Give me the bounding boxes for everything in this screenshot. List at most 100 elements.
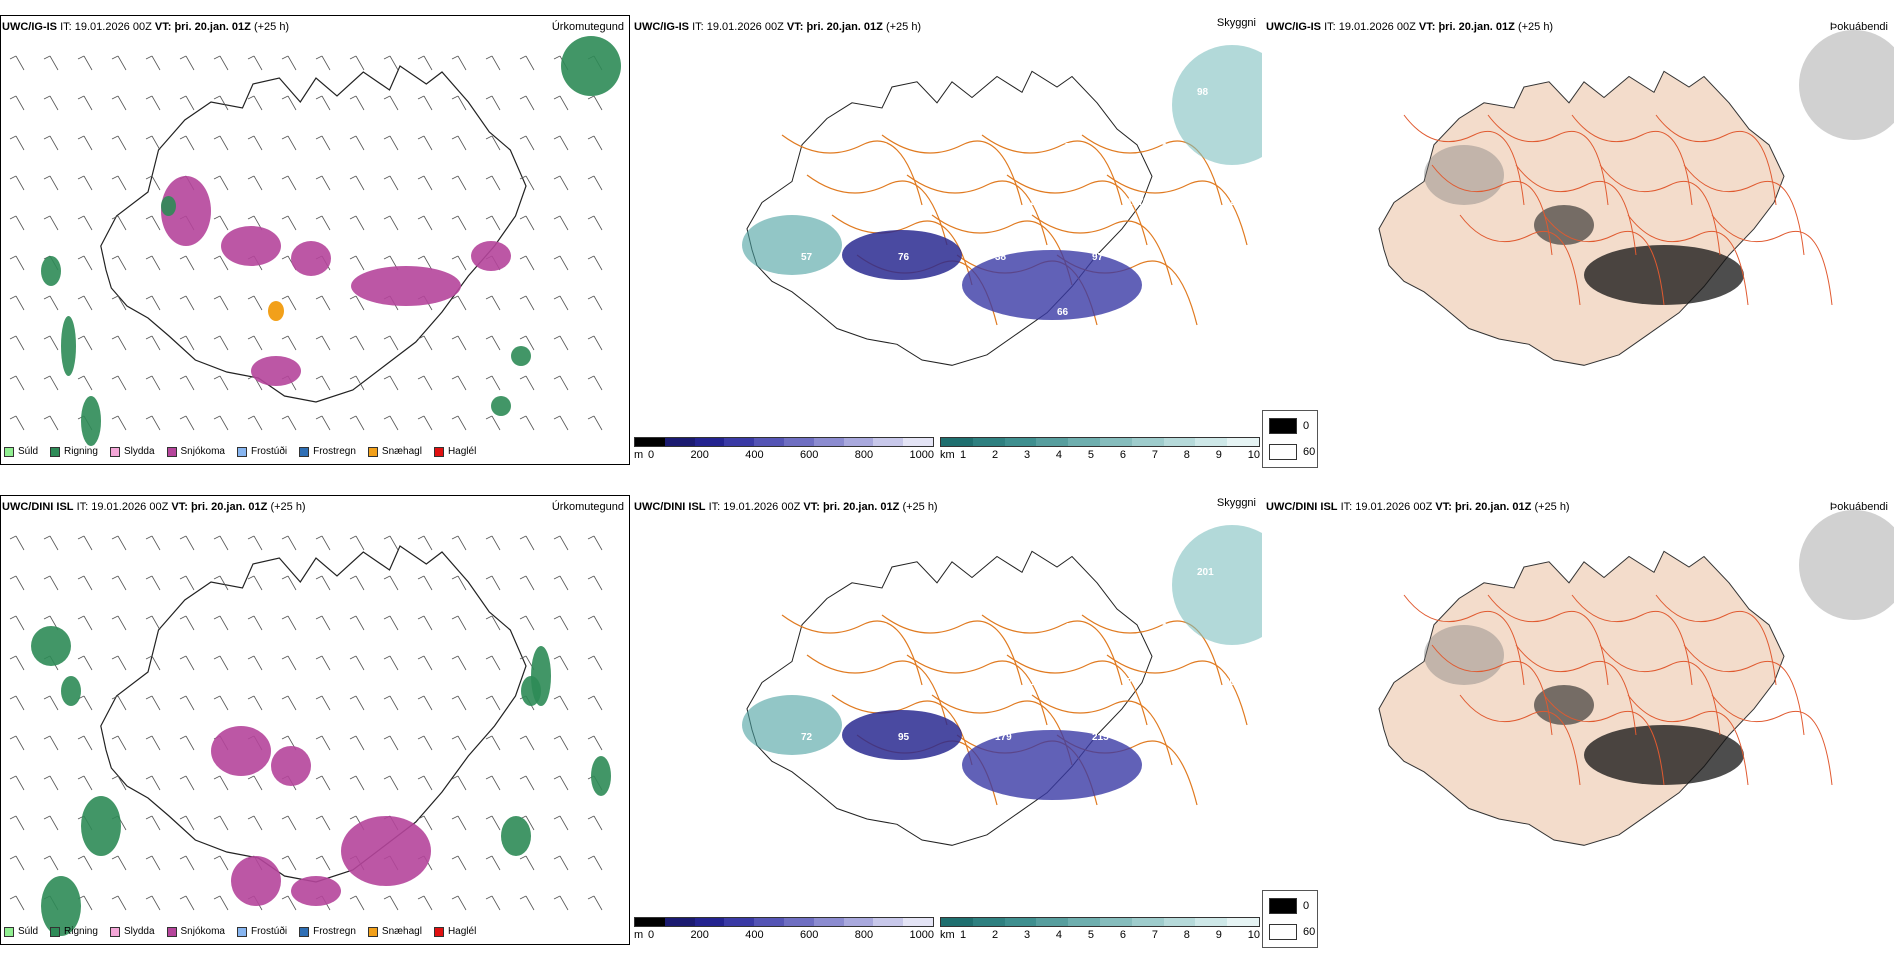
wind-barb [587,575,603,591]
wind-barb [383,615,399,631]
cloud-base-label: 16 [1030,677,1042,688]
wind-barb [111,775,127,791]
legend-label: Haglél [447,446,477,457]
precip-type-legend: Súld Rigning Slydda Snjókoma Frostúði Frostre… [4,446,476,457]
wind-barb [349,175,365,191]
road-line [1459,694,1581,786]
wind-barb [247,815,263,831]
road-line [981,134,1123,206]
wind-barb [281,215,297,231]
wind-barb [281,855,297,871]
wind-barb [315,375,331,391]
wind-barb [247,615,263,631]
road-line [906,654,1048,726]
wind-barb [247,655,263,671]
cloud-base-label: 76 [898,252,910,263]
wind-barb [383,895,399,911]
colorbar-tick: 6 [1119,449,1126,461]
road-line [1081,614,1223,686]
cloud-base-label: 111 [863,307,879,318]
wind-barb [9,855,25,871]
road-line [931,214,1073,286]
wind-barb [587,535,603,551]
legend-swatch [50,926,61,937]
wind-barb [43,415,59,431]
wind-barb [213,775,229,791]
wind-barb [349,735,365,751]
road-line [1006,654,1148,726]
wind-barb [111,535,127,551]
road-line [1487,594,1609,686]
legend-item: Haglél [433,926,477,937]
wind-barb [349,895,365,911]
legend-label: Slydda [123,926,155,937]
wind-barb [519,335,535,351]
legend-item: Snjókoma [166,926,225,937]
fog-legend-value: 60 [1303,446,1316,458]
wind-barb [349,135,365,151]
wind-barb [281,815,297,831]
fog-area [1799,510,1894,620]
wind-barb [43,855,59,871]
snow-area [291,876,341,906]
wind-barb [451,655,467,671]
wind-barb [587,895,603,911]
wind-barb [519,535,535,551]
wind-barb [77,615,93,631]
road-line [931,694,1073,766]
wind-barb [213,175,229,191]
road-line [1459,214,1581,306]
fog-legend-row: 60 [1263,439,1317,465]
cloud-base-label: 57 [801,252,813,263]
wind-barb [247,535,263,551]
legend-item: Slydda [109,926,155,937]
colorbar-tick: 800 [854,929,874,941]
rain-area [61,676,81,706]
legend-label: Haglél [447,926,477,937]
wind-barb [77,255,93,271]
wind-barb [451,535,467,551]
wind-barb [111,895,127,911]
wind-barb [179,335,195,351]
wind-barb [485,95,501,111]
road-line [1543,694,1665,786]
wind-barb [519,135,535,151]
wind-barb [519,735,535,751]
wind-barb [553,655,569,671]
wind-barb [281,615,297,631]
wind-barb [485,775,501,791]
panel-header: UWC/DINI ISL IT: 19.01.2026 00Z VT: þri.… [634,501,938,513]
wind-barb [145,655,161,671]
cloud-base-label: 95 [898,732,910,743]
wind-barb [451,895,467,911]
cloud-base-label: 50 [1189,732,1201,743]
wind-barb [281,655,297,671]
wind-barb [587,175,603,191]
wind-barb [145,335,161,351]
wind-barb [349,335,365,351]
wind-barb [9,415,25,431]
cloud-base-label: 185 [712,567,729,578]
wind-barb [111,575,127,591]
cloud-base-label: 67 [906,567,918,578]
road-line [806,654,948,726]
colorbar-tick: 9 [1215,929,1222,941]
wind-barb [145,255,161,271]
rain-area [31,626,71,666]
wind-barb [519,775,535,791]
fog-legend-row: 0 [1263,893,1317,919]
wind-barb [179,55,195,71]
fog-legend-swatch [1269,444,1297,460]
fog-legend-bottom: 0 60 [1262,890,1318,948]
road-line [1571,114,1693,206]
cloud-base-label: 93 [1003,87,1015,98]
wind-barb [553,535,569,551]
colorbar-tick: 0 [648,449,655,461]
fog-legend-swatch [1269,924,1297,940]
rain-area [81,796,121,856]
wind-barb [349,95,365,111]
panel-title: Úrkomutegund [551,501,624,513]
wind-barb [417,55,433,71]
legend-label: Frostregn [313,446,356,457]
wind-barb [451,95,467,111]
